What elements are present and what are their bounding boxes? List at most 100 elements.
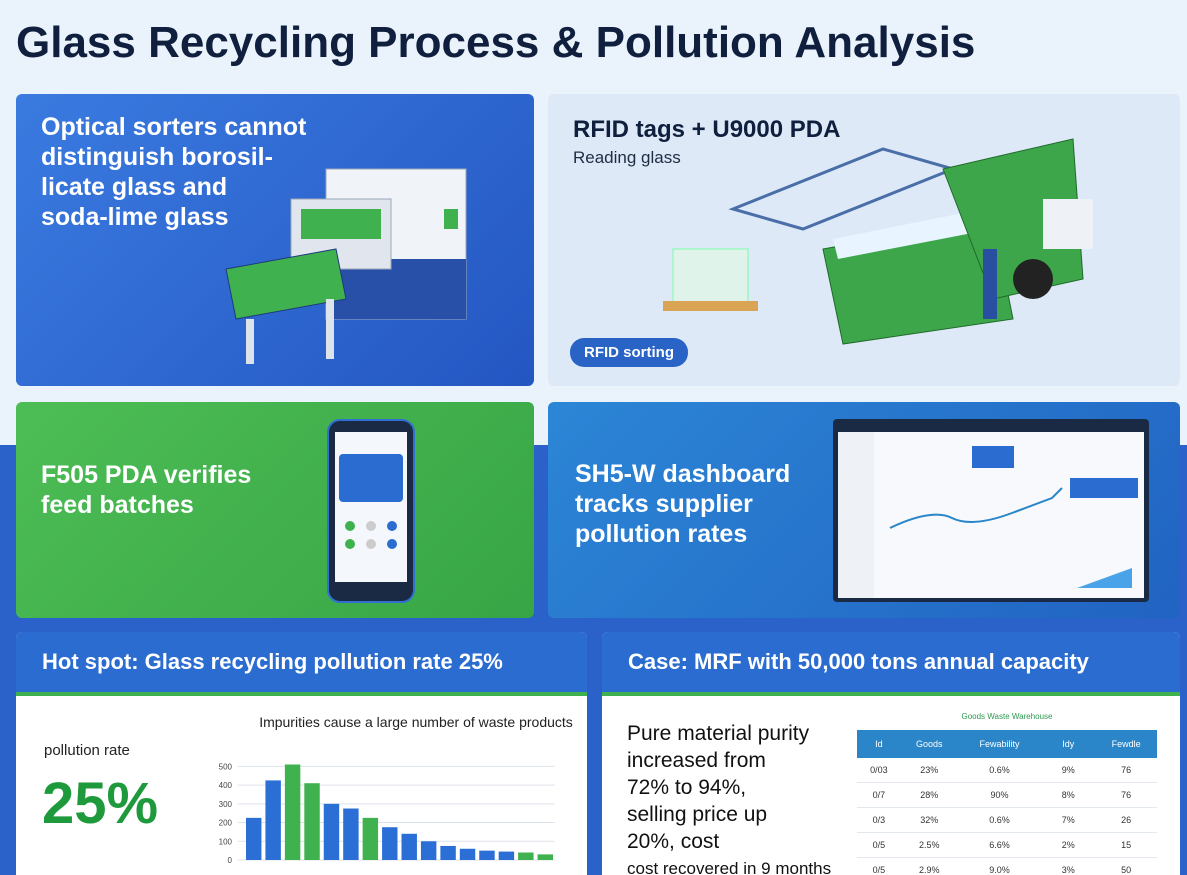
card-subtitle: Reading glass [573, 148, 681, 167]
y-tick-label: 300 [219, 800, 233, 809]
card-title: RFID tags + U9000 PDA [573, 116, 841, 143]
phone-illustration [327, 419, 415, 603]
bar [518, 852, 534, 860]
y-tick-label: 0 [228, 856, 233, 865]
text-line: F505 PDA verifies [41, 461, 252, 489]
text-line: cost recovered in 9 months [627, 859, 832, 875]
table-cell: 28% [900, 782, 958, 808]
bar [537, 854, 553, 860]
bar [284, 764, 301, 860]
bar [304, 783, 320, 860]
case-text: Pure material purity increased from 72% to… [627, 720, 831, 875]
table: Id Goods Fewability Idy Fewdle 0/03 23% 0.6% 9% 7… [857, 730, 1157, 875]
table-cell: 9% [1041, 758, 1096, 783]
table-row: 0/7 28% 90% 8% 76 [857, 782, 1157, 808]
text-line: licate glass and [41, 173, 228, 201]
table-cell: 32% [900, 807, 958, 833]
metric-value: 25% [42, 771, 159, 836]
chart-title: Impurities cause a large number of waste… [259, 714, 573, 730]
card-text: SH5-W dashboard tracks supplier pollution … [575, 459, 790, 549]
text-line: 20%, cost [627, 830, 720, 853]
badge: RFID sorting [570, 338, 688, 367]
table-cell: 2.9% [900, 857, 958, 875]
card-pda: F505 PDA verifies feed batches [16, 402, 534, 618]
bar [246, 817, 262, 860]
text-line: SH5-W dashboard [575, 460, 791, 488]
text-line: 72% to 94%, [627, 776, 747, 799]
table-cell: 23% [900, 758, 958, 783]
table-cell: 2% [1041, 832, 1096, 858]
table-row: 0/03 23% 0.6% 9% 76 [857, 758, 1157, 783]
header-cell: Idy [1041, 730, 1096, 758]
y-tick-label: 400 [219, 781, 233, 790]
bar [440, 845, 456, 860]
y-tick-label: 200 [219, 819, 233, 828]
text-line: Pure material purity [627, 722, 810, 745]
table-caption: Goods Waste Warehouse [961, 712, 1053, 721]
header-cell: Fewdle [1095, 730, 1157, 758]
text-line: distinguish borosil- [41, 143, 273, 171]
header-row: Id Goods Fewability Idy Fewdle [857, 730, 1157, 758]
header-cell: Goods [900, 730, 958, 758]
page-title: Glass Recycling Process & Pollution Anal… [16, 18, 976, 67]
bar [479, 850, 495, 860]
text-line: tracks supplier [575, 490, 753, 518]
table-cell: 0/03 [857, 758, 901, 783]
table-cell: 9.0% [957, 857, 1042, 875]
table-cell: 0.6% [957, 807, 1042, 833]
table-cell: 50 [1095, 857, 1157, 875]
metric-label: pollution rate [44, 742, 130, 759]
text-line: pollution rates [575, 520, 748, 548]
table-cell: 3% [1041, 857, 1096, 875]
dashboard-illustration [833, 419, 1149, 602]
card-header: Case: MRF with 50,000 tons annual capaci… [602, 632, 1180, 696]
bar [382, 827, 398, 860]
card-sorters: Optical sorters cannot distinguish borosi… [16, 94, 534, 386]
bar [401, 833, 417, 860]
table-cell: 0.6% [957, 758, 1042, 783]
table-cell: 7% [1041, 807, 1096, 833]
table-row: 0/5 2.5% 6.6% 2% 15 [857, 832, 1157, 858]
card-case: Case: MRF with 50,000 tons annual capaci… [602, 632, 1180, 875]
table-cell: 8% [1041, 782, 1096, 808]
header-cell: Id [857, 730, 901, 758]
bar [498, 851, 515, 860]
sorter-illustration [225, 168, 467, 364]
text-line: selling price up [627, 803, 768, 826]
card-rfid: RFID tags + U9000 PDA Reading glass RFID… [548, 94, 1180, 386]
text-line: soda-lime glass [41, 203, 229, 231]
y-tick-label: 100 [219, 837, 233, 846]
bar [265, 780, 281, 860]
table-cell: 26 [1095, 807, 1157, 833]
card-hotspot: Hot spot: Glass recycling pollution rate… [16, 632, 587, 875]
table-cell: 0/7 [857, 782, 901, 808]
table-cell: 0/3 [857, 807, 901, 833]
table-cell: 76 [1095, 758, 1157, 783]
table-row: 0/3 32% 0.6% 7% 26 [857, 807, 1157, 833]
bar [323, 803, 340, 860]
card-header: Hot spot: Glass recycling pollution rate… [16, 632, 587, 696]
table-cell: 15 [1095, 832, 1157, 858]
card-text: Optical sorters cannot distinguish borosi… [41, 112, 306, 232]
table-cell: 2.5% [900, 832, 958, 858]
table-cell: 76 [1095, 782, 1157, 808]
table-cell: 6.6% [957, 832, 1042, 858]
bar [420, 841, 437, 860]
chart: Impurities cause a large number of waste… [219, 714, 573, 865]
truck-illustration [663, 138, 1093, 345]
text-line: Optical sorters cannot [41, 113, 307, 141]
y-tick-label: 500 [219, 762, 233, 771]
table-row: 0/5 2.9% 9.0% 3% 50 [857, 857, 1157, 875]
bar [343, 808, 359, 860]
bar [459, 848, 476, 860]
table-cell: 0/5 [857, 857, 901, 875]
card-text: F505 PDA verifies feed batches [41, 460, 251, 520]
table-cell: 90% [957, 782, 1042, 808]
table-cell: 0/5 [857, 832, 901, 858]
header-cell: Fewability [957, 730, 1042, 758]
text-line: feed batches [41, 491, 194, 519]
text-line: increased from [627, 749, 766, 772]
card-dashboard: SH5-W dashboard tracks supplier pollution … [548, 402, 1180, 618]
bar [362, 817, 379, 860]
